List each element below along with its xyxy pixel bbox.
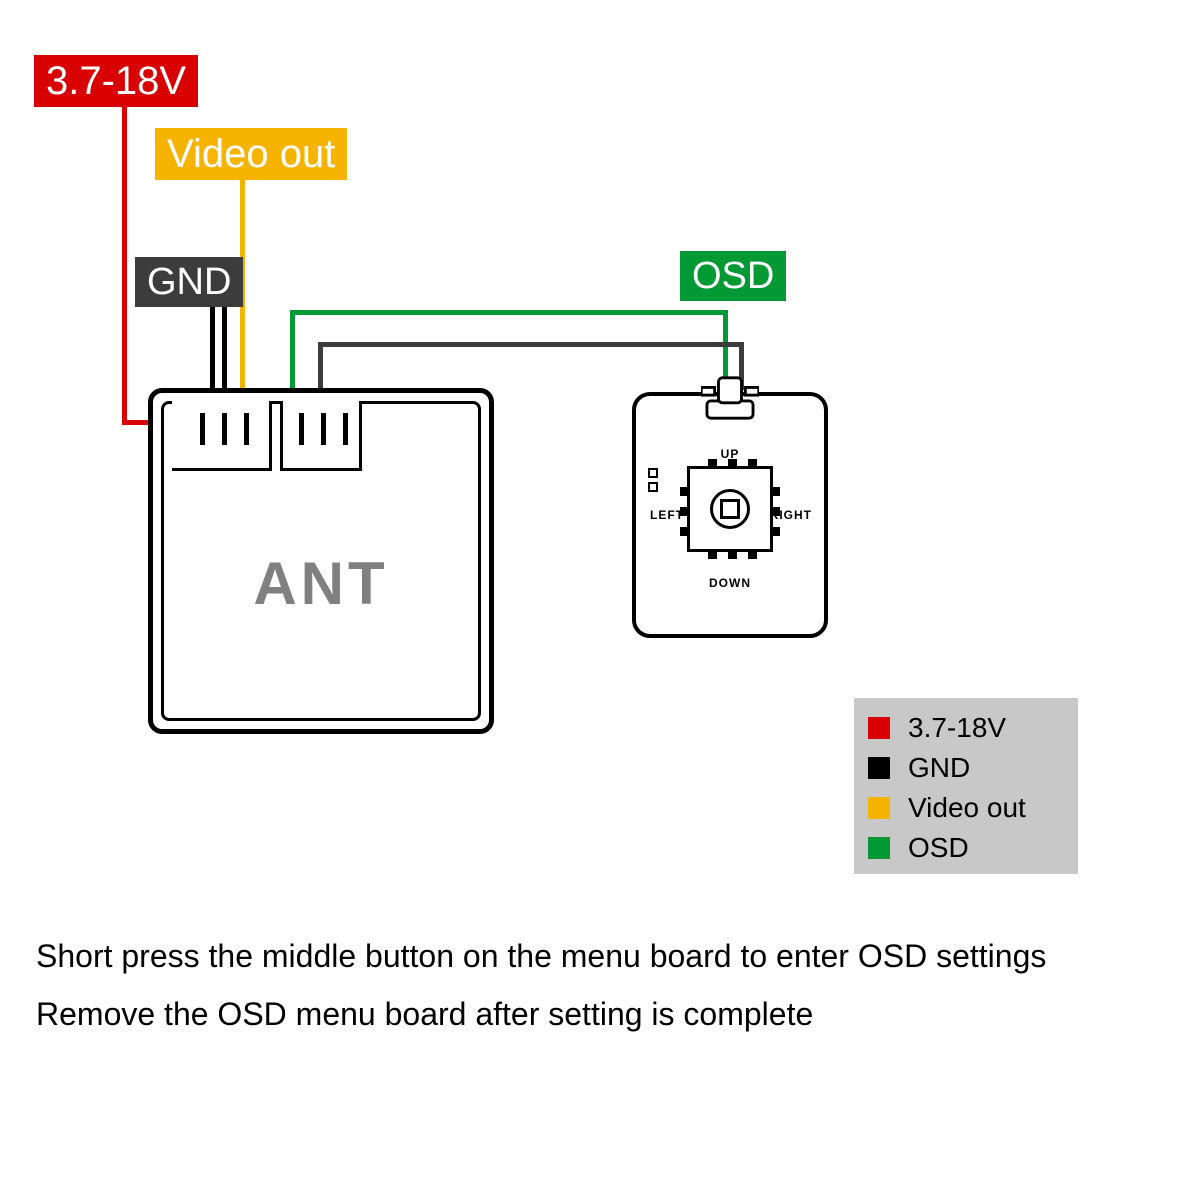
osd-label-down: DOWN — [709, 576, 751, 590]
ant-connector-right — [280, 401, 362, 471]
label-video-out: Video out — [155, 128, 347, 180]
legend-swatch — [868, 717, 890, 739]
osd-side-pins-icon — [648, 468, 660, 508]
legend-label: Video out — [908, 792, 1026, 824]
legend-item: 3.7-18V — [868, 712, 1064, 744]
osd-label-right: RIGHT — [770, 508, 812, 522]
instruction-line-1: Short press the middle button on the men… — [36, 928, 1160, 986]
label-gnd: GND — [135, 257, 243, 307]
osd-joystick — [687, 466, 773, 552]
wire-osd-green-horizontal — [290, 310, 727, 315]
legend-item: OSD — [868, 832, 1064, 864]
wire-osd-black-horizontal — [318, 342, 743, 347]
osd-module: UP LEFT RIGHT DOWN — [632, 392, 828, 638]
instruction-line-2: Remove the OSD menu board after setting … — [36, 986, 1160, 1044]
ant-board: ANT — [148, 388, 494, 734]
wire-voltage-vertical — [122, 100, 127, 420]
ant-connector-left — [172, 401, 272, 471]
legend-label: GND — [908, 752, 970, 784]
osd-joystick-center-button[interactable] — [710, 489, 750, 529]
ant-board-label: ANT — [164, 549, 478, 618]
osd-label-left: LEFT — [650, 508, 684, 522]
legend-swatch — [868, 757, 890, 779]
ant-board-inner: ANT — [161, 401, 481, 721]
wiring-diagram: 3.7-18V Video out GND OSD ANT — [0, 0, 1200, 1200]
legend-item: GND — [868, 752, 1064, 784]
legend-item: Video out — [868, 792, 1064, 824]
legend: 3.7-18V GND Video out OSD — [854, 698, 1078, 874]
legend-swatch — [868, 797, 890, 819]
label-osd: OSD — [680, 251, 786, 301]
osd-plug-icon — [701, 374, 759, 422]
legend-label: 3.7-18V — [908, 712, 1006, 744]
label-voltage: 3.7-18V — [34, 55, 198, 107]
legend-label: OSD — [908, 832, 969, 864]
legend-swatch — [868, 837, 890, 859]
instructions: Short press the middle button on the men… — [36, 928, 1160, 1043]
